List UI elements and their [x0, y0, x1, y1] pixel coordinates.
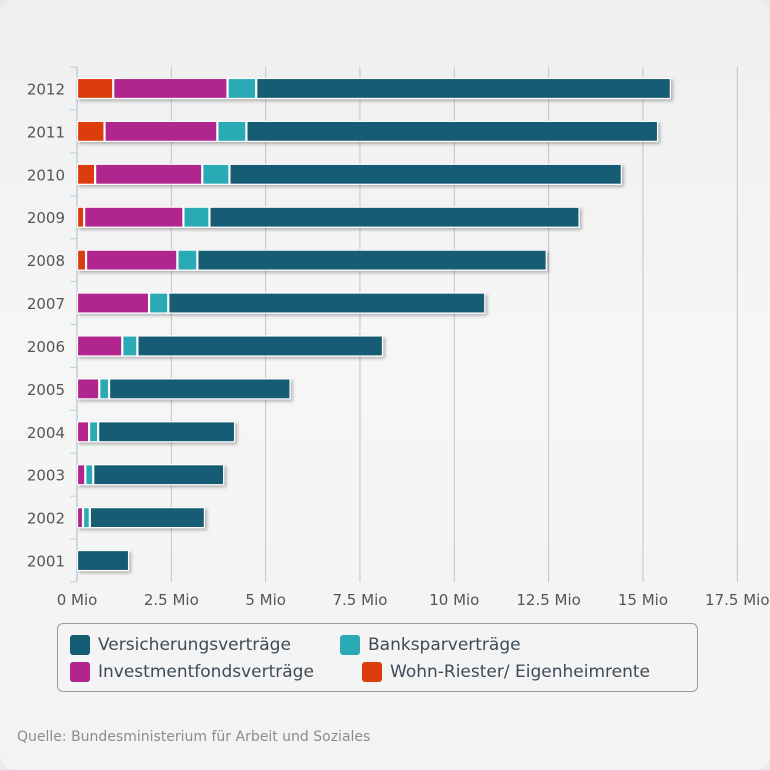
bar-segment	[209, 206, 580, 228]
bar-segment	[202, 163, 230, 185]
bar-stack	[76, 120, 659, 142]
bar-segment	[76, 249, 87, 271]
bar-segment	[82, 507, 90, 529]
y-category-label: 2006	[27, 338, 65, 356]
legend-label: Versicherungsverträge	[98, 635, 291, 655]
source-note: Quelle: Bundesministerium für Arbeit und…	[17, 729, 371, 745]
legend-item-wohn-riester[interactable]: Wohn-Riester/ Eigenheimrente	[362, 660, 650, 684]
x-tick-label: 2.5 Mio	[144, 591, 199, 609]
legend-item-bausparvertraege[interactable]: Banksparverträge	[340, 633, 521, 657]
bar-stack	[76, 249, 547, 271]
bar-segment	[148, 292, 169, 314]
y-axis	[70, 66, 78, 583]
bar-segment	[227, 77, 257, 100]
y-category-label: 2009	[27, 209, 65, 227]
legend-item-investmentfondsvertraege[interactable]: Investmentfondsverträge	[70, 660, 314, 684]
y-category-label: 2012	[27, 80, 65, 98]
bar-segment	[137, 335, 384, 357]
legend-swatch	[70, 635, 90, 655]
bar-stack	[76, 77, 671, 100]
bar-segment	[108, 378, 291, 400]
bar-segment	[98, 421, 236, 443]
bar-segment	[246, 120, 659, 142]
bar-segment	[177, 249, 198, 271]
bar-segment	[76, 378, 100, 400]
y-category-label: 2003	[27, 467, 65, 485]
bar-segment	[99, 378, 110, 400]
x-tick-label: 7.5 Mio	[333, 591, 388, 609]
bar-stack	[76, 549, 130, 572]
bar-segment	[76, 77, 114, 100]
bar-segment	[217, 120, 247, 142]
bar-segment	[85, 464, 94, 486]
bar-segment	[88, 421, 99, 443]
y-category-label: 2005	[27, 381, 65, 399]
bar-segment	[122, 335, 138, 357]
x-tick-label: 15 Mio	[618, 591, 668, 609]
bar-segment	[76, 549, 130, 572]
bar-segment	[113, 77, 228, 100]
legend-label: Banksparverträge	[368, 635, 521, 655]
bar-stack	[76, 507, 206, 529]
legend: Versicherungsverträge Banksparverträge I…	[57, 623, 698, 692]
legend-label: Wohn-Riester/ Eigenheimrente	[390, 662, 650, 682]
bar-stack	[76, 378, 291, 400]
bar-segment	[183, 206, 210, 228]
bars	[76, 77, 671, 572]
y-category-label: 2011	[27, 123, 65, 141]
bar-segment	[104, 120, 218, 142]
bar-segment	[85, 249, 178, 271]
bar-stack	[76, 464, 225, 486]
bar-stack	[76, 335, 384, 357]
x-tick-label: 0 Mio	[57, 591, 98, 609]
y-category-label: 2008	[27, 252, 65, 270]
bar-stack	[76, 292, 486, 314]
bar-segment	[89, 507, 206, 529]
bar-segment	[76, 335, 123, 357]
y-category-label: 2001	[27, 553, 65, 571]
x-tick-label: 12.5 Mio	[516, 591, 580, 609]
bar-segment	[229, 163, 622, 185]
bar-segment	[197, 249, 547, 271]
legend-swatch	[340, 635, 360, 655]
legend-label: Investmentfondsverträge	[98, 662, 314, 682]
bar-stack	[76, 206, 580, 228]
x-tick-label: 10 Mio	[429, 591, 479, 609]
bar-stack	[76, 163, 622, 185]
bar-chart: 0 Mio 2.5 Mio 5 Mio 7.5 Mio 10 Mio 12.5 Mio 15…	[27, 66, 770, 609]
bar-segment	[76, 206, 85, 228]
axis-labels: 0 Mio 2.5 Mio 5 Mio 7.5 Mio 10 Mio 12.5 Mio 15…	[27, 80, 770, 609]
grid-lines	[170, 67, 738, 582]
x-tick-label: 5 Mio	[245, 591, 286, 609]
legend-item-versicherungsvertraege[interactable]: Versicherungsverträge	[70, 633, 291, 657]
bar-segment	[76, 507, 84, 529]
bar-segment	[256, 77, 671, 100]
bar-stack	[76, 421, 236, 443]
bar-segment	[76, 163, 96, 185]
bar-segment	[95, 163, 203, 185]
bar-segment	[76, 120, 105, 142]
y-category-label: 2004	[27, 424, 65, 442]
legend-swatch	[70, 662, 90, 682]
bar-segment	[93, 464, 225, 486]
bar-segment	[76, 292, 150, 314]
x-tick-label: 17.5 Mio	[705, 591, 769, 609]
bar-segment	[84, 206, 184, 228]
bar-segment	[76, 421, 90, 443]
y-category-label: 2010	[27, 166, 65, 184]
legend-swatch	[362, 662, 382, 682]
y-category-label: 2007	[27, 295, 65, 313]
y-category-label: 2002	[27, 510, 65, 528]
bar-segment	[76, 464, 86, 486]
bar-segment	[168, 292, 486, 314]
